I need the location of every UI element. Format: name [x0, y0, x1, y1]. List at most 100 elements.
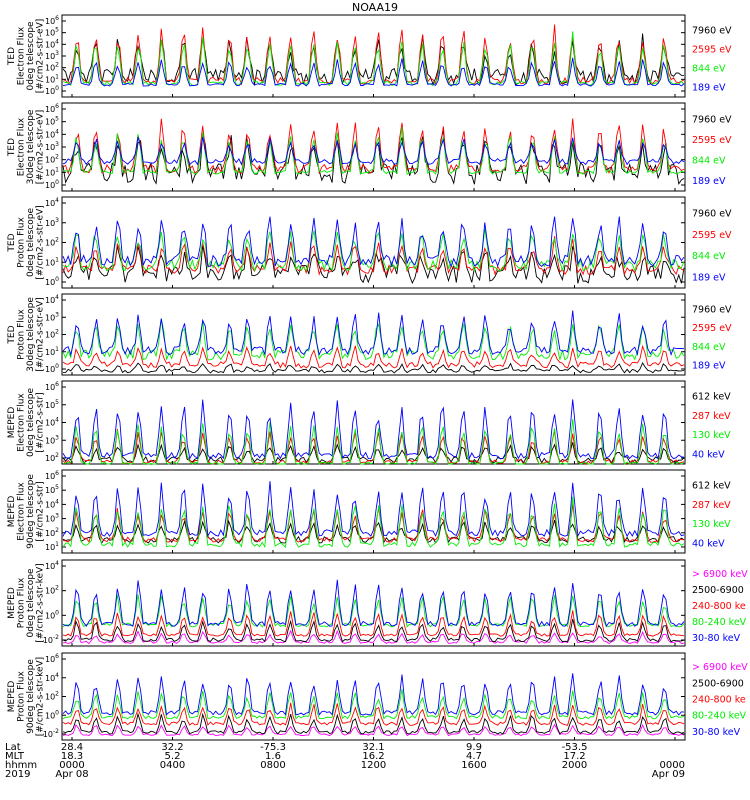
legend-entry: 612 keV — [692, 392, 731, 403]
footer-lat: -53.5 — [562, 742, 588, 753]
footer-lat: 9.9 — [466, 742, 482, 753]
y-tick-label: 103 — [45, 311, 59, 322]
y-tick-label: 104 — [45, 128, 59, 139]
legend-entry: 40 keV — [692, 449, 725, 460]
series-line-4 — [62, 216, 685, 268]
series-line-1 — [62, 362, 685, 374]
y-tick-label: 105 — [45, 484, 59, 495]
y-tick-label: 104 — [45, 38, 59, 49]
series-line-4 — [62, 688, 685, 720]
y-tick-label: 106 — [45, 381, 59, 392]
series-line-3 — [62, 496, 685, 549]
footer-date: Apr 08 — [55, 769, 88, 780]
footer-mlt: 1.6 — [265, 751, 281, 762]
y-tick-label: 100 — [45, 179, 59, 190]
series-line-2 — [62, 428, 685, 465]
legend-entry: 612 keV — [692, 481, 731, 492]
series-line-2 — [62, 24, 685, 86]
y-tick-label: 106 — [45, 103, 59, 114]
legend-entry: 844 eV — [692, 251, 726, 262]
y-tick-label: 106 — [45, 470, 59, 481]
y-tick-label: 101 — [45, 256, 59, 267]
legend-entry: 287 keV — [692, 411, 731, 422]
y-tick-label: 106 — [45, 653, 59, 664]
series-line-2 — [62, 712, 685, 735]
legend-entry: 7960 eV — [692, 114, 732, 125]
legend-entry: 2595 eV — [692, 135, 732, 146]
y-tick-label: 103 — [45, 217, 59, 228]
footer-lat: 32.2 — [161, 742, 183, 753]
y-tick-label: 106 — [45, 15, 59, 26]
y-tick-label: 100 — [45, 609, 59, 620]
y-tick-label: 105 — [45, 27, 59, 38]
y-tick-label: 103 — [45, 50, 59, 61]
legend-entry: 240-800 ke — [692, 695, 746, 706]
series-line-2 — [62, 618, 685, 643]
footer-lat: 32.1 — [362, 742, 384, 753]
y-tick-label: 102 — [45, 62, 59, 73]
y-tick-label: 100 — [45, 363, 59, 374]
legend-entry: 130 keV — [692, 519, 731, 530]
footer-hhmm: 0800 — [260, 760, 285, 771]
footer-row-label: MLT — [5, 751, 25, 762]
y-tick-label: 101 — [45, 73, 59, 84]
series-line-3 — [62, 702, 685, 726]
series-line-5 — [62, 579, 685, 628]
footer-hhmm: 1600 — [461, 760, 486, 771]
footer-mlt: 17.2 — [563, 751, 585, 762]
y-axis-label: TEDElectron Flux0deg telescope[#/cm2-s-s… — [7, 19, 46, 94]
legend-entry: 80-240 keV — [692, 711, 747, 722]
y-axis-label: MEPEDProton Flux0deg telescope[#/cm2-s-s… — [7, 563, 46, 642]
legend-entry: 189 eV — [692, 83, 726, 94]
y-axis-label: TEDProton Flux30deg telescope[#/cm2-s-st… — [7, 297, 46, 372]
y-tick-label: 104 — [45, 197, 59, 208]
y-tick-label: 100 — [45, 709, 59, 720]
y-axis-label: MEPEDProton Flux90deg telescope[#/cm2-s-… — [7, 657, 46, 736]
y-tick-label: 101 — [45, 166, 59, 177]
series-line-1 — [62, 245, 685, 285]
legend-entry: 844 eV — [692, 342, 726, 353]
y-tick-label: 103 — [45, 141, 59, 152]
legend-entry: 844 eV — [692, 155, 726, 166]
legend-entry: 30-80 keV — [692, 727, 741, 738]
y-tick-label: 103 — [45, 434, 59, 445]
footer-mlt: 5.2 — [165, 751, 181, 762]
legend-entry: 7960 eV — [692, 209, 732, 220]
y-tick-label: 102 — [45, 329, 59, 340]
y-tick-label: 105 — [45, 399, 59, 410]
series-line-2 — [62, 504, 685, 544]
y-tick-label: 101 — [45, 541, 59, 552]
panel-frame — [61, 102, 686, 192]
series-line-4 — [62, 57, 685, 87]
y-tick-label: 100 — [45, 276, 59, 287]
y-tick-label: 104 — [45, 417, 59, 428]
y-tick-label: 102 — [45, 691, 59, 702]
y-tick-label: 103 — [45, 513, 59, 524]
footer-row-label: 2019 — [5, 769, 30, 780]
panel-frame — [61, 293, 686, 376]
legend-entry: 130 keV — [692, 430, 731, 441]
legend-entry: 287 keV — [692, 500, 731, 511]
footer-hhmm: 0400 — [160, 760, 185, 771]
legend-entry: > 6900 keV — [692, 662, 748, 673]
y-tick-label: 102 — [45, 154, 59, 165]
footer-mlt: 18.3 — [61, 751, 83, 762]
legend-entry: 30-80 keV — [692, 633, 741, 644]
y-tick-label: 102 — [45, 452, 59, 463]
series-line-4 — [62, 310, 685, 357]
y-axis-label: TEDElectron Flux30deg telescope[#/cm2-s-… — [7, 109, 46, 184]
series-line-3 — [62, 127, 685, 175]
series-line-2 — [62, 236, 685, 276]
legend-entry: 2595 eV — [692, 230, 732, 241]
y-tick-label: 102 — [45, 527, 59, 538]
footer-lat: -75.3 — [260, 742, 286, 753]
y-tick-label: 104 — [45, 498, 59, 509]
footer-date: Apr 09 — [652, 769, 685, 780]
